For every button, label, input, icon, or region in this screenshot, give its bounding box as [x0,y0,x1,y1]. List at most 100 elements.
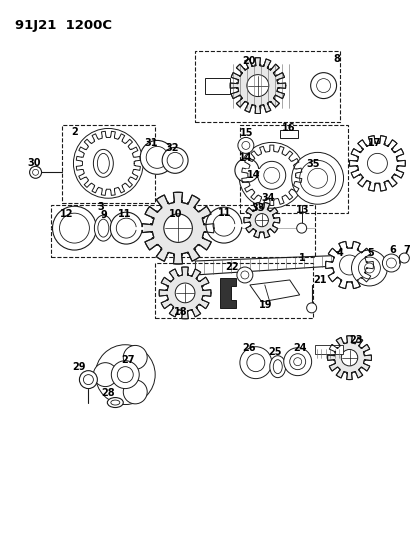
Circle shape [162,148,188,173]
Circle shape [240,271,248,279]
Circle shape [299,160,335,196]
Circle shape [123,380,147,404]
Text: 2: 2 [71,127,78,138]
Text: 30: 30 [28,158,41,168]
Circle shape [29,166,41,179]
Circle shape [234,158,258,182]
Ellipse shape [94,215,112,241]
Text: 10: 10 [169,209,183,219]
Polygon shape [349,255,378,265]
Bar [155,263,312,318]
Circle shape [110,212,142,244]
Circle shape [283,348,311,376]
Circle shape [167,152,183,168]
Text: 21: 21 [312,275,325,285]
Text: 29: 29 [73,362,86,372]
Circle shape [246,354,264,372]
Text: 23: 23 [349,335,362,345]
Text: 9: 9 [101,210,107,220]
Circle shape [239,347,271,378]
Ellipse shape [93,149,113,177]
Text: 12: 12 [59,209,73,219]
Bar [314,345,342,354]
Text: 7: 7 [402,245,409,255]
Polygon shape [142,192,214,264]
Text: 20: 20 [242,55,255,66]
Text: 32: 32 [165,143,178,154]
Text: 35: 35 [305,159,318,169]
Circle shape [340,350,357,366]
Circle shape [293,358,301,366]
Text: 18: 18 [174,307,188,317]
Text: 14: 14 [239,154,252,163]
Circle shape [79,370,97,389]
Text: 16: 16 [281,124,295,133]
Ellipse shape [269,356,285,377]
Text: 91J21  1200C: 91J21 1200C [14,19,112,32]
Polygon shape [159,267,211,319]
Circle shape [367,154,387,173]
Circle shape [307,168,327,188]
Circle shape [117,367,133,383]
Ellipse shape [111,400,119,405]
Text: 8: 8 [332,54,339,64]
Circle shape [291,152,343,204]
Circle shape [111,361,139,389]
Text: 13: 13 [295,205,309,215]
Circle shape [93,362,117,386]
Ellipse shape [107,398,123,408]
Bar [279,131,297,139]
Circle shape [73,128,143,198]
Bar [204,78,229,94]
Text: 17: 17 [367,139,380,148]
Text: 1: 1 [299,253,305,263]
Ellipse shape [273,360,282,374]
Circle shape [206,207,241,243]
Polygon shape [327,336,370,379]
Bar [195,51,339,123]
Polygon shape [325,241,373,288]
Polygon shape [349,135,404,191]
Text: 6: 6 [388,245,395,255]
Circle shape [123,345,147,369]
Circle shape [238,142,304,208]
Text: 3: 3 [97,202,104,212]
Text: 24: 24 [292,343,306,353]
Circle shape [146,147,168,168]
Circle shape [140,140,174,174]
Circle shape [351,250,387,286]
Text: 31: 31 [144,139,157,148]
Circle shape [59,213,89,243]
Circle shape [246,75,268,96]
Text: 28: 28 [101,387,115,398]
Polygon shape [249,280,299,302]
Text: 33: 33 [250,203,264,213]
Text: 14: 14 [247,171,260,180]
Circle shape [382,254,399,272]
Circle shape [363,263,373,273]
Circle shape [236,267,252,283]
Text: 15: 15 [240,128,253,139]
Bar [239,125,347,213]
Text: 11: 11 [218,208,231,218]
Bar [50,205,314,257]
Text: 19: 19 [259,300,272,310]
Text: 26: 26 [242,343,255,353]
Text: 4: 4 [335,248,342,258]
Circle shape [399,253,408,263]
Text: 5: 5 [366,248,373,258]
Circle shape [241,141,249,149]
Circle shape [95,345,155,405]
Circle shape [316,79,330,93]
Circle shape [310,72,336,99]
Polygon shape [219,278,235,308]
Circle shape [237,138,253,154]
Text: 27: 27 [121,354,135,365]
Circle shape [33,169,38,175]
Circle shape [289,354,305,370]
Polygon shape [229,58,285,114]
Polygon shape [243,203,279,238]
Text: 11: 11 [117,209,131,219]
Circle shape [116,218,136,238]
Circle shape [83,375,93,385]
